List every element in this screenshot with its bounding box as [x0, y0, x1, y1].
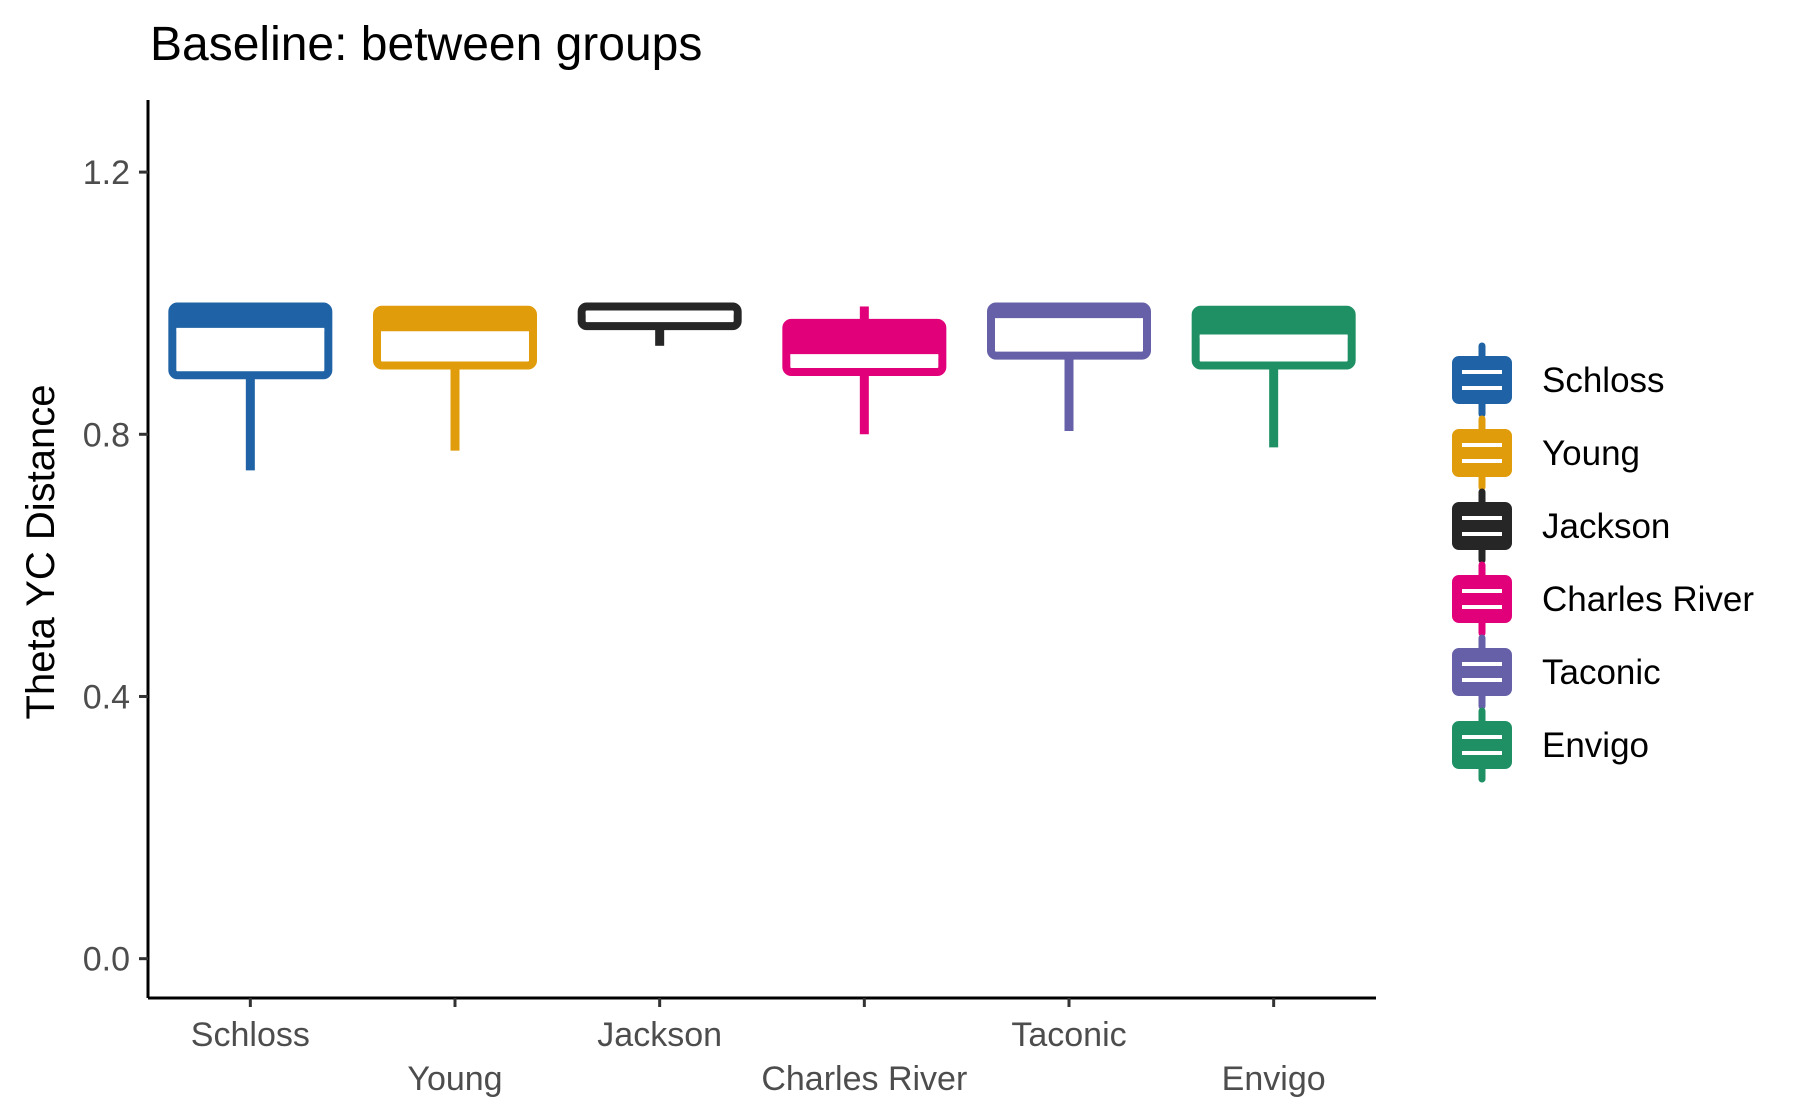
- legend-label: Schloss: [1542, 361, 1665, 400]
- legend-label: Taconic: [1542, 653, 1661, 692]
- box-upper-band: [377, 309, 533, 333]
- y-tick-label: 0.0: [83, 941, 130, 979]
- legend-key-box: [1452, 648, 1512, 696]
- box-iqr: [577, 302, 742, 331]
- legend-item-charles-river: Charles River: [1452, 561, 1754, 637]
- box-upper-band: [991, 306, 1147, 320]
- x-tick-label: Charles River: [761, 1060, 967, 1098]
- y-tick-label: 0.4: [83, 678, 130, 716]
- legend-label: Charles River: [1542, 580, 1754, 619]
- legend-item-envigo: Envigo: [1452, 707, 1649, 783]
- legend-item-jackson: Jackson: [1452, 488, 1670, 564]
- boxes: [168, 302, 1356, 471]
- x-tick-label: Envigo: [1222, 1060, 1326, 1098]
- legend-item-young: Young: [1452, 415, 1640, 491]
- legend-label: Young: [1542, 434, 1640, 473]
- box-young: [373, 305, 537, 451]
- box-upper-band: [1195, 309, 1352, 336]
- x-tick-label: Schloss: [191, 1016, 310, 1054]
- legend: Schloss Young Jackson Charles River Taconic E…: [1452, 342, 1754, 783]
- legend-item-schloss: Schloss: [1452, 342, 1665, 418]
- box-schloss: [168, 302, 333, 471]
- y-axis-title: Theta YC Distance: [19, 385, 63, 720]
- x-tick-label: Young: [407, 1060, 502, 1098]
- box-upper-band: [172, 306, 329, 330]
- x-tick-label: Jackson: [597, 1016, 722, 1054]
- x-axis: Schloss Young Jackson Charles River Taconic E…: [148, 996, 1376, 1098]
- y-tick-label: 0.8: [83, 416, 130, 454]
- legend-key-box: [1452, 429, 1512, 477]
- legend-key-box: [1452, 502, 1512, 550]
- legend-key-box: [1452, 575, 1512, 623]
- box-upper-band: [786, 322, 943, 356]
- x-tick-label: Taconic: [1011, 1016, 1126, 1054]
- legend-key-box: [1452, 721, 1512, 769]
- box-charles-river: [782, 306, 947, 435]
- legend-key-box: [1452, 356, 1512, 404]
- y-tick-label: 1.2: [83, 154, 130, 192]
- chart-title: Baseline: between groups: [150, 18, 702, 71]
- legend-label: Envigo: [1542, 726, 1649, 765]
- legend-label: Jackson: [1542, 507, 1670, 546]
- box-jackson: [577, 302, 742, 346]
- y-axis: 0.0 0.4 0.8 1.2: [83, 100, 150, 998]
- box-taconic: [987, 302, 1151, 432]
- box-envigo: [1191, 305, 1356, 448]
- legend-item-taconic: Taconic: [1452, 634, 1661, 710]
